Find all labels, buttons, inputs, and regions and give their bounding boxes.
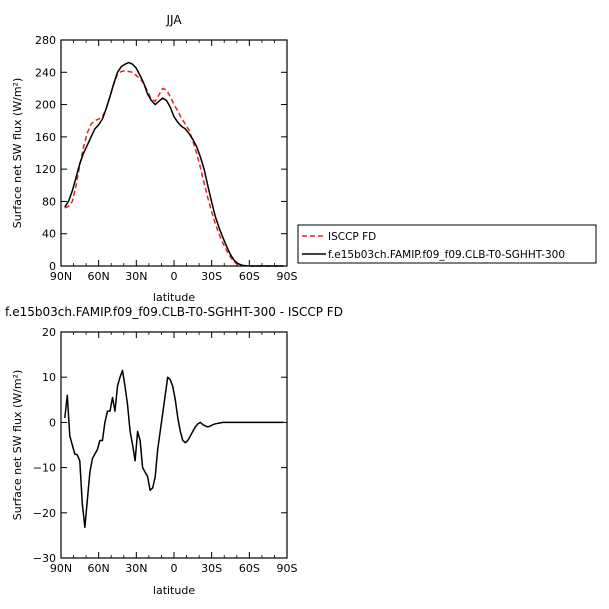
y-tick-label: 80 — [42, 195, 56, 208]
x-tick-label: 60S — [239, 562, 260, 575]
top-panel-ticks: 90N 60N 30N 0 30S 60S 90S 0 40 80 120 160 200 240 280 — [35, 34, 298, 283]
bottom-panel-xlabel: latitude — [153, 584, 195, 597]
top-panel-xlabel: latitude — [153, 291, 195, 304]
bottom-panel-title: f.e15b03ch.FAMIP.f09_f09.CLB-T0-SGHHT-30… — [5, 305, 343, 319]
x-tick-label: 30N — [125, 562, 147, 575]
x-tick-label: 30S — [201, 562, 222, 575]
model-series-line — [64, 61, 284, 267]
model-series-line — [64, 369, 284, 529]
x-tick-label: 0 — [171, 562, 178, 575]
top-panel: JJA 90N 60N 30N 0 30S 60S 90S 0 40 80 120 160 200 240… — [11, 13, 298, 304]
y-tick-label: −20 — [33, 507, 56, 520]
bottom-panel: f.e15b03ch.FAMIP.f09_f09.CLB-T0-SGHHT-30… — [5, 305, 343, 597]
y-tick-label: 160 — [35, 131, 56, 144]
x-tick-label: 90N — [50, 270, 72, 283]
legend-label-model: f.e15b03ch.FAMIP.f09_f09.CLB-T0-SGHHT-30… — [328, 249, 565, 261]
bottom-panel-ylabel: Surface net SW flux (W/m²) — [11, 370, 24, 521]
top-panel-frame — [60, 39, 288, 267]
legend: ISCCP FD f.e15b03ch.FAMIP.f09_f09.CLB-T0… — [297, 224, 597, 264]
x-tick-label: 90S — [277, 562, 298, 575]
top-panel-series — [64, 61, 284, 267]
y-tick-label: 40 — [42, 228, 56, 241]
y-tick-label: 200 — [35, 99, 56, 112]
isccp-series-line — [64, 69, 284, 267]
x-tick-label: 60N — [88, 270, 110, 283]
top-panel-title: JJA — [165, 13, 182, 27]
legend-box — [297, 224, 597, 264]
y-tick-label: 120 — [35, 163, 56, 176]
y-tick-label: −30 — [33, 552, 56, 565]
top-panel-ylabel: Surface net SW flux (W/m²) — [11, 78, 24, 229]
y-tick-label: 20 — [42, 326, 56, 339]
y-tick-label: 0 — [49, 416, 56, 429]
y-tick-label: 10 — [42, 371, 56, 384]
x-tick-label: 60N — [88, 562, 110, 575]
bottom-panel-series — [64, 369, 284, 529]
bottom-panel-ticks: 90N 60N 30N 0 30S 60S 90S −30 −20 −10 0 10 20 — [33, 326, 298, 575]
x-tick-label: 60S — [239, 270, 260, 283]
x-tick-label: 90S — [277, 270, 298, 283]
x-tick-label: 30S — [201, 270, 222, 283]
y-tick-label: −10 — [33, 462, 56, 475]
bottom-panel-frame — [60, 331, 288, 559]
y-tick-label: 240 — [35, 66, 56, 79]
x-tick-label: 30N — [125, 270, 147, 283]
legend-label-isccp: ISCCP FD — [328, 231, 376, 243]
y-tick-label: 0 — [49, 260, 56, 273]
y-tick-label: 280 — [35, 34, 56, 47]
x-tick-label: 90N — [50, 562, 72, 575]
x-tick-label: 0 — [171, 270, 178, 283]
